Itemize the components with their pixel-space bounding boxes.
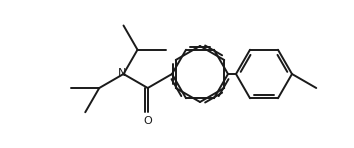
Text: N: N [118,68,127,78]
Text: O: O [143,116,152,126]
